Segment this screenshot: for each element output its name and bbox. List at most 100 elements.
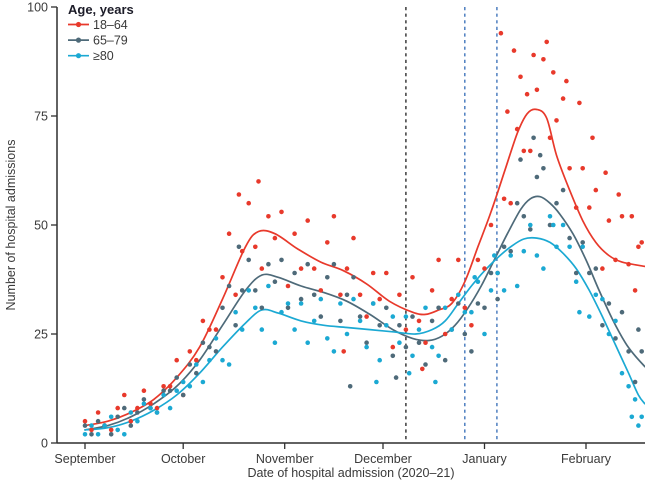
data-point-65-79 [521, 214, 527, 219]
data-point-65-79 [325, 275, 330, 280]
data-point-ge80 [600, 296, 605, 302]
data-point-18-64 [167, 384, 173, 389]
data-point-18-64 [593, 187, 599, 193]
data-point-65-79 [537, 152, 543, 158]
data-point-65-79 [331, 261, 337, 267]
data-point-18-64 [488, 222, 494, 228]
data-point-18-64 [544, 39, 549, 45]
data-point-18-64 [344, 266, 350, 271]
data-point-65-79 [292, 270, 297, 276]
data-point-65-79 [514, 200, 520, 206]
data-point-ge80 [213, 336, 219, 341]
data-point-65-79 [462, 331, 468, 337]
data-point-65-79 [636, 327, 641, 332]
data-point-65-79 [541, 166, 546, 171]
data-point-65-79 [482, 305, 487, 311]
data-point-65-79 [108, 432, 114, 437]
data-point-ge80 [629, 414, 635, 420]
legend-label-18-64: 18–64 [93, 18, 128, 32]
data-point-ge80 [174, 388, 179, 394]
data-point-18-64 [551, 70, 556, 75]
data-point-65-79 [357, 314, 363, 319]
data-point-65-79 [128, 423, 134, 428]
data-point-65-79 [531, 135, 536, 141]
data-point-65-79 [600, 323, 605, 328]
data-point-ge80 [187, 384, 193, 389]
data-point-18-64 [619, 214, 625, 219]
data-point-18-64 [246, 200, 251, 206]
data-point-18-64 [508, 200, 513, 206]
data-point-18-64 [207, 327, 212, 332]
data-point-65-79 [606, 301, 612, 306]
data-point-65-79 [534, 174, 540, 180]
data-point-18-64 [501, 196, 507, 202]
data-point-18-64 [213, 327, 219, 332]
data-point-ge80 [554, 244, 559, 250]
data-point-65-79 [528, 227, 533, 232]
data-point-ge80 [639, 414, 644, 420]
data-point-ge80 [141, 401, 147, 407]
data-point-18-64 [377, 296, 383, 302]
data-point-ge80 [325, 336, 330, 341]
data-point-ge80 [528, 222, 533, 228]
data-point-18-64 [639, 240, 644, 245]
legend-dot-marker-65-79 [75, 37, 82, 43]
data-point-18-64 [475, 257, 481, 263]
data-point-65-79 [233, 323, 238, 328]
data-point-18-64 [587, 205, 592, 210]
y-tick-label: 50 [34, 218, 48, 232]
data-point-ge80 [462, 309, 468, 315]
data-point-18-64 [174, 357, 179, 363]
data-point-ge80 [351, 296, 356, 302]
legend-label-65-79: 65–79 [93, 33, 128, 47]
x-ticks-group: September October November December January F… [54, 443, 612, 466]
data-point-65-79 [501, 244, 507, 250]
data-point-18-64 [305, 218, 311, 223]
data-point-65-79 [285, 305, 291, 311]
data-point-ge80 [167, 405, 173, 411]
data-point-18-64 [590, 135, 595, 141]
legend-item-65-79: 65–79 [68, 33, 128, 47]
data-point-ge80 [220, 357, 225, 363]
data-point-ge80 [305, 340, 311, 346]
axes-group: 0 25 50 75 100 September October November Decem… [27, 0, 645, 466]
data-point-65-79 [318, 314, 324, 319]
data-point-65-79 [272, 279, 278, 285]
data-point-65-79 [488, 270, 494, 276]
data-point-ge80 [384, 323, 389, 328]
data-point-18-64 [154, 405, 160, 411]
data-point-65-79 [305, 261, 311, 267]
data-point-18-64 [442, 331, 448, 337]
data-point-ge80 [298, 301, 304, 306]
data-point-ge80 [501, 288, 507, 293]
data-point-ge80 [495, 270, 500, 276]
data-point-18-64 [554, 118, 559, 123]
data-point-18-64 [285, 283, 291, 289]
data-point-18-64 [482, 266, 487, 271]
data-point-ge80 [626, 384, 631, 389]
data-point-18-64 [253, 244, 258, 250]
data-point-ge80 [246, 288, 251, 293]
data-point-18-64 [423, 340, 428, 346]
data-point-65-79 [429, 318, 435, 324]
data-point-18-64 [272, 235, 278, 241]
data-point-18-64 [351, 235, 356, 241]
data-point-65-79 [174, 375, 179, 380]
data-point-ge80 [433, 379, 438, 385]
data-point-18-64 [606, 218, 612, 223]
data-point-ge80 [338, 301, 343, 306]
data-point-ge80 [442, 305, 448, 311]
data-point-ge80 [456, 292, 461, 298]
data-point-ge80 [410, 353, 415, 359]
data-point-65-79 [311, 292, 317, 298]
data-point-ge80 [122, 432, 127, 437]
data-point-ge80 [492, 253, 497, 258]
data-point-18-64 [416, 318, 422, 324]
data-point-18-64 [514, 126, 520, 132]
data-point-ge80 [364, 344, 369, 350]
data-point-18-64 [239, 248, 245, 254]
x-tick-label-december: December [354, 452, 412, 466]
data-point-65-79 [167, 388, 173, 394]
